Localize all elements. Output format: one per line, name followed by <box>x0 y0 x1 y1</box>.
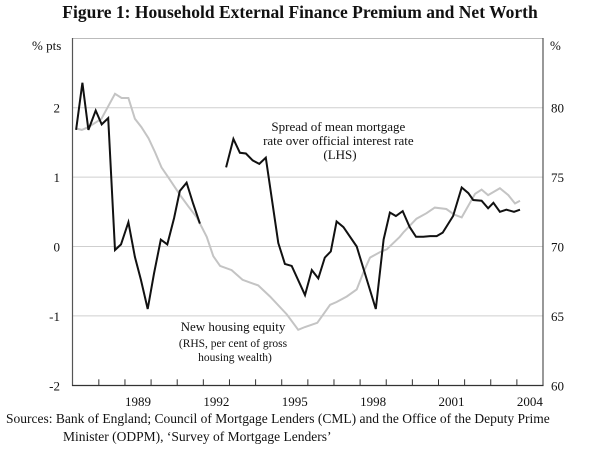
spread-line <box>75 82 201 310</box>
left-tick-label: 1 <box>54 170 61 185</box>
right-tick-label: 75 <box>551 170 564 185</box>
spread-series-label: Spread of mean mortgage rate over offici… <box>263 119 417 162</box>
x-tick-label: 1995 <box>282 394 308 409</box>
left-tick-label: -1 <box>49 309 60 324</box>
left-tick-label: -2 <box>49 378 60 393</box>
series-lines <box>75 82 521 332</box>
gridlines <box>72 107 543 317</box>
right-axis-unit: % <box>550 38 561 53</box>
x-tick-label: 1989 <box>125 394 151 409</box>
x-tick-label: 1992 <box>203 394 229 409</box>
left-axis-unit: % pts <box>32 38 61 53</box>
right-tick-label: 80 <box>551 101 564 116</box>
left-tick-label: 0 <box>54 240 61 255</box>
x-tick-label: 2001 <box>439 394 465 409</box>
spread-line <box>225 135 521 310</box>
x-tick-label: 1998 <box>360 394 386 409</box>
left-tick-label: 2 <box>54 101 61 116</box>
equity-series-label: New housing equity (RHS, per cent of gro… <box>179 318 291 364</box>
plot-frame <box>72 38 544 386</box>
chart-title: Figure 1: Household External Finance Pre… <box>62 2 538 22</box>
x-tick-label: 2004 <box>517 394 544 409</box>
right-tick-label: 60 <box>551 378 564 393</box>
sources-line-1: Sources: Bank of England; Council of Mor… <box>6 411 550 426</box>
housing-equity-line <box>75 92 521 332</box>
sources-line-2: Minister (ODPM), ‘Survey of Mortgage Len… <box>63 429 332 444</box>
right-tick-label: 70 <box>551 240 564 255</box>
x-axis-ticks <box>98 379 518 386</box>
right-tick-label: 65 <box>551 309 564 324</box>
